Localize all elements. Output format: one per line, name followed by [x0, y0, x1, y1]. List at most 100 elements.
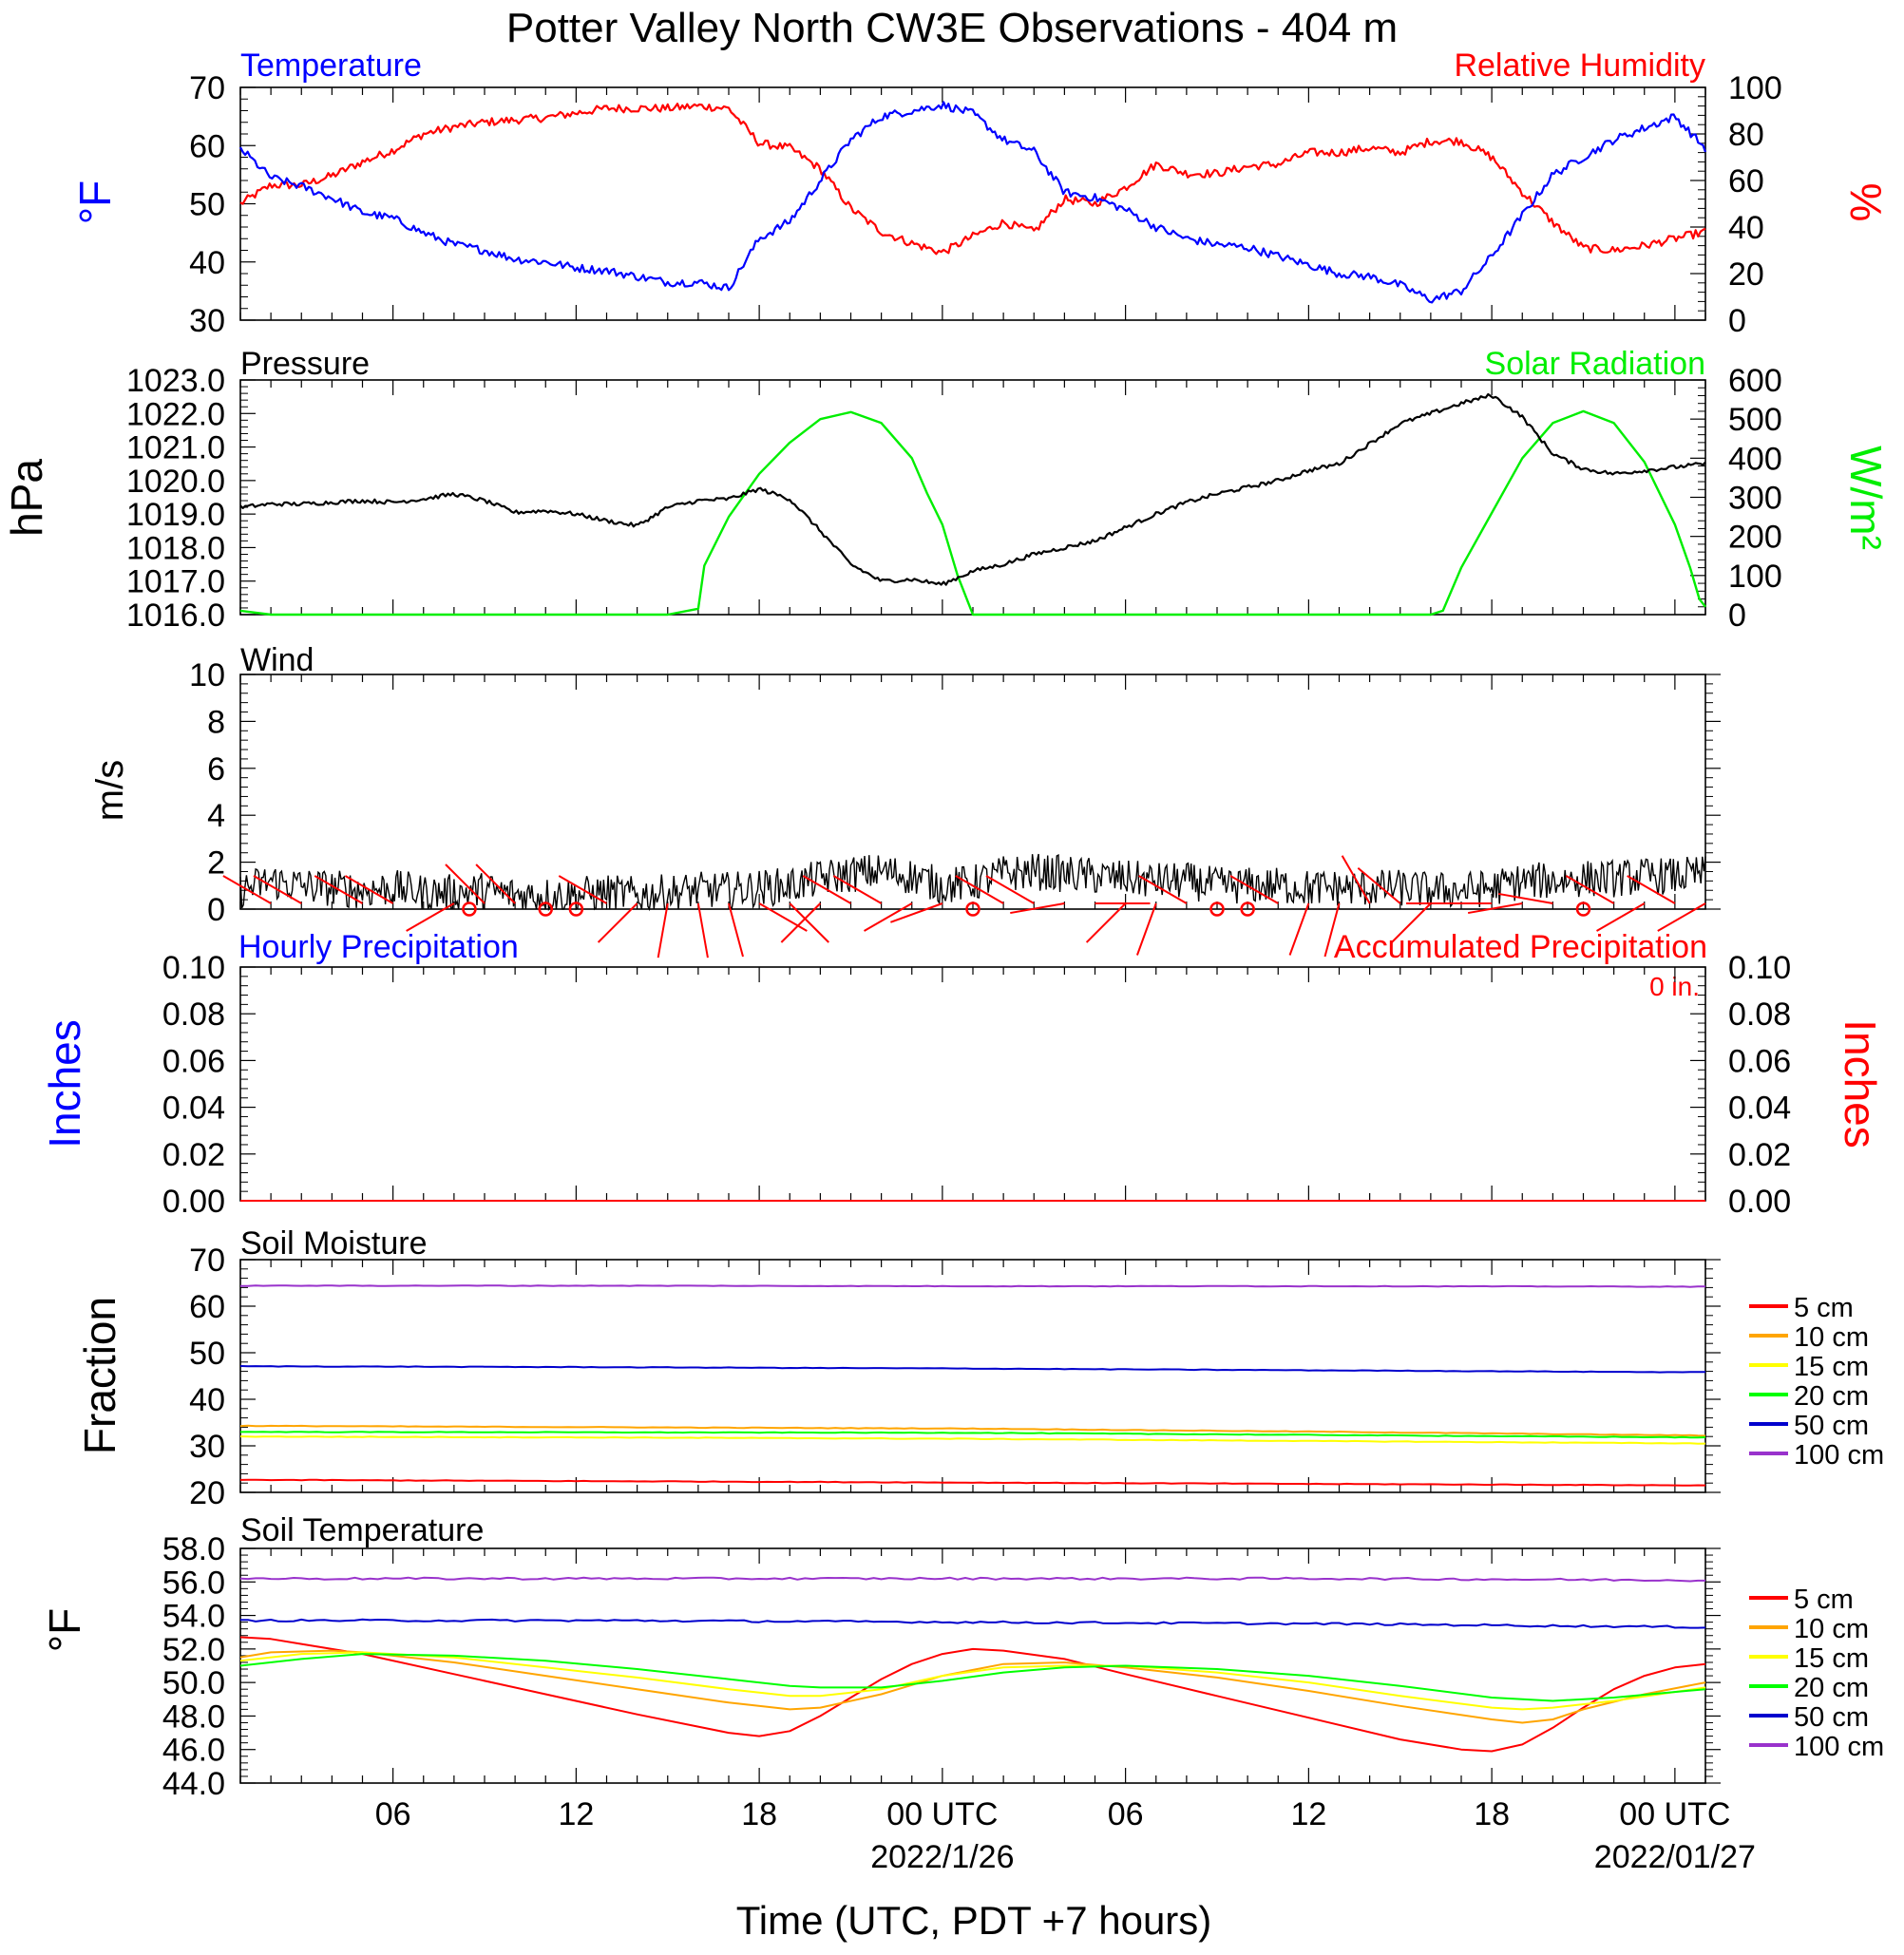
- wind-y-tick-label: 2: [207, 845, 225, 882]
- temp-rh-y-tick-label: 60: [189, 128, 225, 164]
- humidity-title: Relative Humidity: [1454, 47, 1705, 84]
- soil_temp-y-tick-label: 50.0: [162, 1665, 225, 1701]
- precip-y-tick-label: 0.06: [1728, 1043, 1791, 1079]
- wind-barb: [1135, 902, 1157, 956]
- wind-calm-circle: [462, 902, 477, 917]
- x-date-label: 2022/1/26: [870, 1839, 1014, 1875]
- x-tick-label: 18: [1474, 1796, 1510, 1832]
- soil-line: [239, 1649, 1706, 1724]
- wind-y-tick-label: 8: [207, 704, 225, 740]
- soil-line: [239, 1636, 1706, 1753]
- temp-rh-y-tick-label: 80: [1728, 117, 1764, 153]
- wind-barb: [657, 902, 669, 959]
- wind-panel: Wind m/s 0 2 4 6 8 10: [89, 642, 1721, 959]
- soil_moisture-y-tick-label: 60: [189, 1289, 225, 1325]
- soil_temp-y-tick-label: 52.0: [162, 1632, 225, 1668]
- wind-barb: [1138, 875, 1188, 904]
- wind-y-tick-label: 10: [189, 657, 225, 693]
- accum-precip-unit-label: Inches: [1836, 1019, 1885, 1148]
- temperature-humidity-panel: Temperature Relative Humidity °F % 30 40 5…: [70, 47, 1891, 339]
- temperature-line: [239, 101, 1707, 304]
- legend-label: 15 cm: [1794, 1643, 1869, 1674]
- wind-barb: [445, 864, 486, 904]
- wind-barb: [406, 902, 455, 932]
- x-tick-label: 06: [375, 1796, 411, 1832]
- wind-barb: [314, 875, 364, 904]
- wind-barb: [1498, 892, 1553, 904]
- wind-barb: [864, 902, 913, 932]
- wind-title: Wind: [240, 642, 314, 678]
- wind-barb: [985, 875, 1035, 904]
- temp-rh-y-tick-label: 40: [1728, 210, 1764, 246]
- wind-calm-circle: [1575, 902, 1591, 917]
- precip-y-tick-label: 0.10: [1728, 950, 1791, 986]
- soil-line: [240, 1618, 1706, 1629]
- precip-y-tick-label: 0.04: [1728, 1091, 1791, 1127]
- soil-line: [239, 1651, 1706, 1711]
- temp-rh-y-tick-label: 0: [1728, 303, 1746, 339]
- soil_moisture-y-tick-label: 40: [189, 1382, 225, 1418]
- soil-line: [239, 1431, 1706, 1439]
- wind-barb: [1357, 866, 1401, 904]
- pressure-solar-y-tick-label: 300: [1728, 481, 1782, 517]
- wind-barb: [1010, 902, 1065, 915]
- pressure-solar-y-tick-label: 1020.0: [126, 464, 225, 500]
- temp-rh-y-tick-label: 100: [1728, 70, 1782, 106]
- wind-barb: [780, 902, 822, 943]
- hourly-precip-title: Hourly Precipitation: [238, 929, 519, 965]
- hourly-precip-unit-label: Inches: [40, 1019, 89, 1148]
- soil_temp-y-tick-label: 46.0: [162, 1733, 225, 1769]
- wind-barb: [802, 875, 851, 904]
- legend-label: 15 cm: [1794, 1352, 1869, 1382]
- x-tick-label: 12: [558, 1796, 594, 1832]
- soil_moisture-y-tick-label: 20: [189, 1475, 225, 1511]
- soil-line: [239, 1576, 1705, 1583]
- wind-barb: [1341, 855, 1371, 904]
- wind-barb: [1085, 902, 1127, 943]
- wind-barb: [475, 864, 516, 904]
- legend-label: 50 cm: [1794, 1702, 1869, 1733]
- soil-line: [239, 1435, 1706, 1445]
- precip-y-tick-label: 0.02: [162, 1137, 225, 1173]
- x-tick-label: 06: [1108, 1796, 1144, 1832]
- soil-temperature-panel: Soil Temperature °F 44.046.048.050.052.0…: [40, 1512, 1884, 1802]
- wind-y-tick-label: 6: [207, 751, 225, 788]
- wind-unit-label: m/s: [89, 760, 131, 821]
- temp-rh-y-tick-label: 30: [189, 303, 225, 339]
- soil_temp-y-tick-label: 58.0: [162, 1531, 225, 1567]
- temp-rh-y-tick-label: 20: [1728, 256, 1764, 293]
- wind-barb: [1229, 875, 1279, 904]
- temp-rh-y-tick-label: 50: [189, 187, 225, 223]
- legend-label: 10 cm: [1794, 1614, 1869, 1644]
- pressure-line: [239, 392, 1706, 586]
- wind-barb: [597, 902, 638, 943]
- precip-y-tick-label: 0.06: [162, 1043, 225, 1079]
- legend-label: 5 cm: [1794, 1585, 1854, 1615]
- precip-y-tick-label: 0.04: [162, 1091, 225, 1127]
- wind-barb: [558, 875, 607, 904]
- x-tick-label: 00 UTC: [1619, 1796, 1730, 1832]
- wind-y-tick-label: 0: [207, 892, 225, 928]
- legend-label: 100 cm: [1794, 1440, 1884, 1471]
- soil_temp-y-tick-label: 48.0: [162, 1699, 225, 1735]
- wind-barb: [222, 875, 272, 904]
- wind-barb: [890, 902, 943, 923]
- pressure-solar-y-tick-label: 1021.0: [126, 430, 225, 466]
- figure-title: Potter Valley North CW3E Observations - …: [506, 5, 1398, 51]
- precip-y-tick-label: 0.00: [1728, 1184, 1791, 1220]
- legend-label: 5 cm: [1794, 1293, 1854, 1323]
- soil-line: [240, 1284, 1706, 1288]
- soil-line: [239, 1478, 1706, 1487]
- temp-rh-y-tick-label: 40: [189, 245, 225, 281]
- pressure-solar-y-tick-label: 500: [1728, 402, 1782, 438]
- pressure-unit-label: hPa: [2, 459, 51, 537]
- temperature-unit-label: °F: [70, 180, 120, 225]
- solar-unit-label: W/m²: [1841, 446, 1891, 550]
- soil-temperature-unit-label: °F: [40, 1608, 89, 1653]
- wind-barb: [1323, 902, 1341, 958]
- wind-barb: [1288, 902, 1310, 956]
- wind-barb: [344, 875, 394, 904]
- time-axis: Time (UTC, PDT +7 hours) 06 12 18 00 UTC 06 1…: [375, 1796, 1756, 1943]
